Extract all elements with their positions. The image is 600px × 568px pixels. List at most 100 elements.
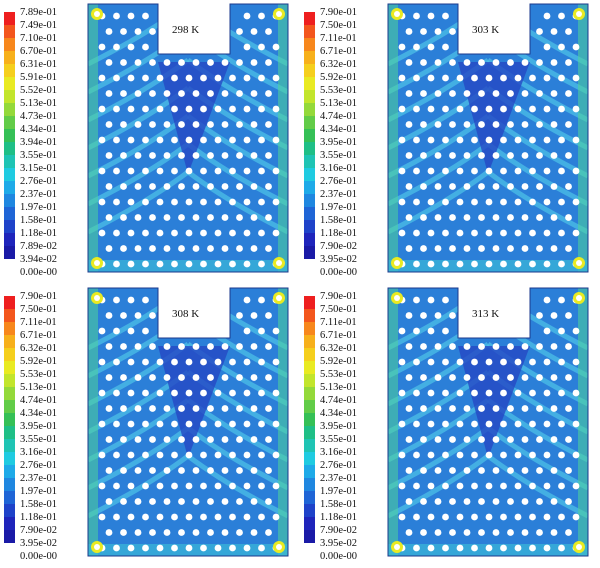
pin-hole xyxy=(521,214,529,221)
legend-entry: 3.15e-01 xyxy=(4,162,84,181)
pin-hole xyxy=(427,358,435,366)
pin-hole xyxy=(478,498,485,505)
pin-hole xyxy=(120,59,127,66)
pin-hole xyxy=(558,482,565,490)
pin-hole xyxy=(272,136,280,144)
pin-hole xyxy=(427,451,435,459)
pin-hole xyxy=(492,405,500,412)
pin-hole xyxy=(398,482,406,490)
pin-hole xyxy=(427,420,435,428)
pin-hole xyxy=(229,358,236,366)
pin-hole xyxy=(192,59,200,66)
legend-entry: 2.37e-01 xyxy=(4,472,84,491)
pin-hole xyxy=(572,105,580,113)
pin-hole xyxy=(500,513,507,521)
pin-hole xyxy=(163,152,171,159)
pin-hole xyxy=(427,296,435,304)
pin-hole xyxy=(427,43,435,51)
pin-hole xyxy=(449,436,456,443)
pin-hole xyxy=(413,167,420,175)
pin-hole xyxy=(127,105,135,113)
pin-hole xyxy=(149,436,156,443)
legend-swatch xyxy=(4,181,15,194)
pin-hole xyxy=(536,90,543,97)
legend-entry: 7.90e-02 xyxy=(4,524,84,543)
pin-hole xyxy=(471,389,478,397)
pin-hole xyxy=(149,59,156,66)
flow-streak xyxy=(88,425,190,491)
pin-hole xyxy=(572,198,580,206)
pin-hole xyxy=(536,343,543,350)
legend-swatch xyxy=(304,348,315,361)
pin-hole xyxy=(492,90,500,97)
pin-hole xyxy=(550,59,558,66)
pin-hole xyxy=(434,374,442,381)
pin-hole xyxy=(178,436,185,443)
pin-hole xyxy=(565,467,572,474)
pin-hole xyxy=(449,467,456,474)
legend-entry: 7.90e-01 xyxy=(304,6,384,25)
pin-hole xyxy=(105,214,113,221)
legend-entry: 4.74e-01 xyxy=(304,394,384,413)
legend-value: 1.58e-01 xyxy=(20,499,58,510)
pin-hole xyxy=(413,296,420,304)
pin-hole xyxy=(449,498,456,505)
pin-hole xyxy=(200,389,207,397)
pin-hole xyxy=(236,374,243,381)
legend-value: 3.95e-01 xyxy=(320,421,358,432)
pin-hole xyxy=(449,343,456,350)
legend-value: 5.52e-01 xyxy=(20,85,58,96)
pin-hole xyxy=(120,28,127,35)
pin-hole xyxy=(236,467,243,474)
pin-hole xyxy=(127,74,135,82)
pin-hole xyxy=(149,121,156,128)
velocity-contour-plot xyxy=(387,3,589,273)
legend-swatch xyxy=(304,194,315,207)
pin-hole xyxy=(127,389,135,397)
pin-hole xyxy=(258,420,265,428)
pin-hole xyxy=(127,296,135,304)
legend-swatch xyxy=(4,25,15,38)
legend-value: 3.15e-01 xyxy=(20,163,58,174)
pin-hole xyxy=(178,183,185,190)
pin-hole xyxy=(250,152,258,159)
legend-value: 3.95e-02 xyxy=(20,538,58,549)
pin-hole xyxy=(149,214,156,221)
pin-hole xyxy=(507,343,514,350)
pin-hole xyxy=(550,529,558,536)
pin-hole xyxy=(156,198,164,206)
pin-hole xyxy=(485,389,493,397)
legend-entry: 7.50e-01 xyxy=(304,19,384,38)
pin-hole xyxy=(258,389,265,397)
pin-hole xyxy=(492,343,500,350)
pin-hole xyxy=(405,90,413,97)
pin-hole xyxy=(565,59,572,66)
pin-hole xyxy=(543,327,551,335)
pin-hole xyxy=(229,167,236,175)
pin-hole xyxy=(156,229,164,237)
pin-hole xyxy=(207,121,214,128)
legend-swatch xyxy=(4,530,15,543)
pin-hole xyxy=(492,121,500,128)
pin-hole xyxy=(565,436,572,443)
pin-hole xyxy=(98,105,106,113)
pin-hole xyxy=(550,312,558,319)
pin-hole xyxy=(243,327,251,335)
legend-entry: 1.18e-01 xyxy=(4,227,84,246)
pin-hole xyxy=(134,28,142,35)
pin-hole xyxy=(405,436,413,443)
pin-hole xyxy=(113,327,120,335)
pin-hole xyxy=(113,229,120,237)
pin-hole xyxy=(105,312,113,319)
pin-hole xyxy=(456,198,464,206)
pin-hole xyxy=(485,198,493,206)
legend-value: 3.95e-02 xyxy=(320,254,358,265)
pin-hole xyxy=(427,513,435,521)
pin-hole xyxy=(442,358,449,366)
legend-value: 5.53e-01 xyxy=(320,85,358,96)
legend-entry: 7.89e-02 xyxy=(4,240,84,259)
pin-hole xyxy=(185,358,193,366)
legend-entry: 3.94e-02 xyxy=(4,253,84,266)
pin-hole xyxy=(550,245,558,252)
flow-streak xyxy=(388,141,490,207)
